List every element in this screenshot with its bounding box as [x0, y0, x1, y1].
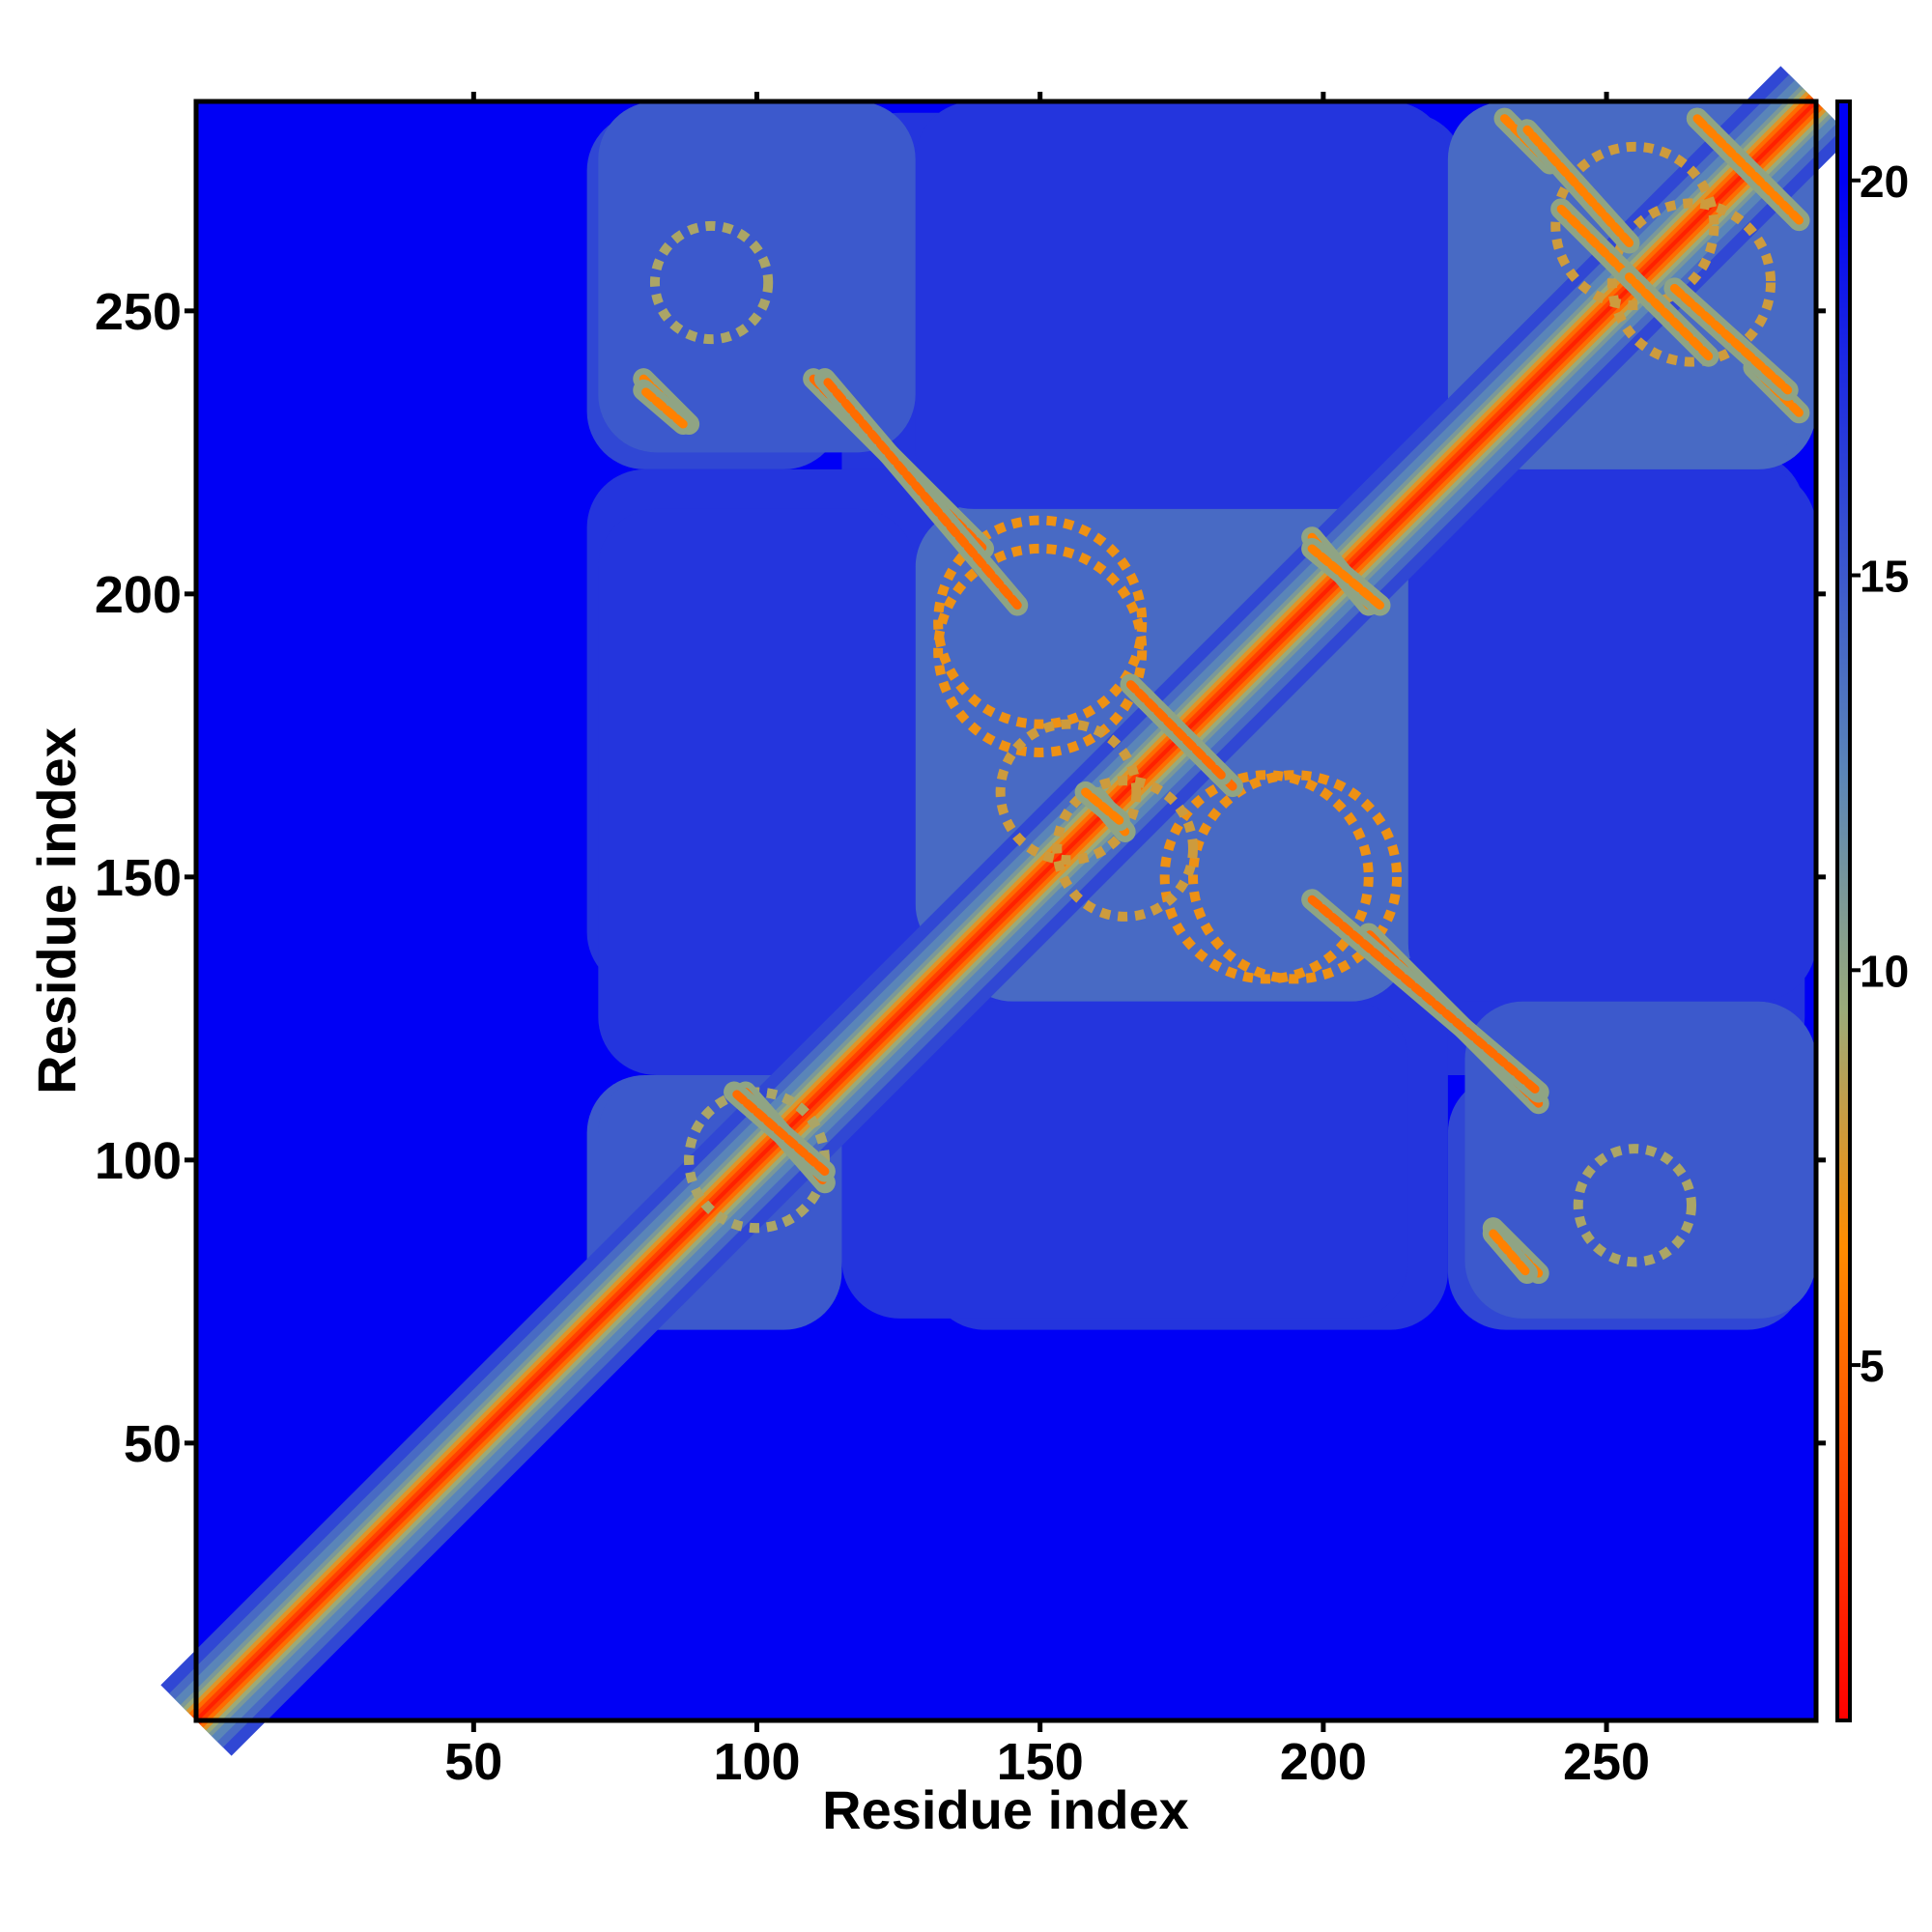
colorbar-ticks: 5 10 15 20 [1850, 156, 1909, 1391]
contact-line [1625, 272, 1714, 361]
contact-ring [933, 515, 1148, 729]
y-tick-label: 250 [95, 283, 182, 341]
contact-line [1489, 1229, 1532, 1278]
y-tick-label: 200 [95, 566, 182, 624]
contact-line [1307, 544, 1384, 611]
contact-region [915, 101, 1448, 509]
x-tick-label: 200 [1280, 1733, 1367, 1791]
x-tick-label: 250 [1563, 1733, 1650, 1791]
colorbar-tick-label: 20 [1860, 156, 1909, 207]
contact-line [1692, 114, 1804, 225]
x-axis-ticks: 50 100 150 200 250 [444, 92, 1650, 1791]
colorbar-tick-label: 5 [1860, 1341, 1885, 1391]
contact-region [1407, 469, 1816, 1002]
plot-frame [193, 99, 1819, 1723]
colorbar-tick-label: 15 [1860, 552, 1909, 602]
contact-line [820, 374, 1022, 611]
y-tick-label: 100 [95, 1132, 182, 1190]
contact-ring [1052, 776, 1198, 922]
contact-ring [1606, 198, 1776, 367]
contact-line [1126, 680, 1226, 780]
contact-ring [1573, 1144, 1697, 1267]
contact-line [1081, 787, 1124, 825]
contact-ring [933, 543, 1148, 757]
heatmap-cells [160, 66, 1852, 1756]
contact-ring [1159, 770, 1374, 984]
contact-region [598, 101, 916, 453]
contact-line [1522, 125, 1634, 248]
contact-line [1669, 283, 1793, 395]
contact-ring [1550, 141, 1719, 311]
y-axis-title: Residue index [26, 727, 87, 1094]
x-tick-label: 100 [713, 1733, 800, 1791]
x-tick-label: 150 [997, 1733, 1084, 1791]
y-tick-label: 50 [124, 1415, 182, 1473]
colorbar-tick-label: 10 [1860, 946, 1909, 996]
contact-region [841, 1001, 1408, 1319]
contact-line [729, 1088, 830, 1177]
contact-line [639, 385, 688, 429]
y-axis-ticks: 50 100 150 200 250 [95, 283, 1826, 1473]
contact-ring [649, 220, 774, 345]
contact-ring [1188, 770, 1403, 984]
x-axis-title: Residue index [822, 1779, 1189, 1840]
y-tick-label: 150 [95, 849, 182, 907]
colorbar [1835, 99, 1852, 1722]
contact-region [1464, 1001, 1816, 1319]
contact-ring [995, 719, 1142, 866]
contact-line [1307, 895, 1544, 1097]
x-tick-label: 50 [444, 1733, 502, 1791]
diagonal-band [194, 99, 1818, 1722]
contact-region [598, 508, 916, 1075]
